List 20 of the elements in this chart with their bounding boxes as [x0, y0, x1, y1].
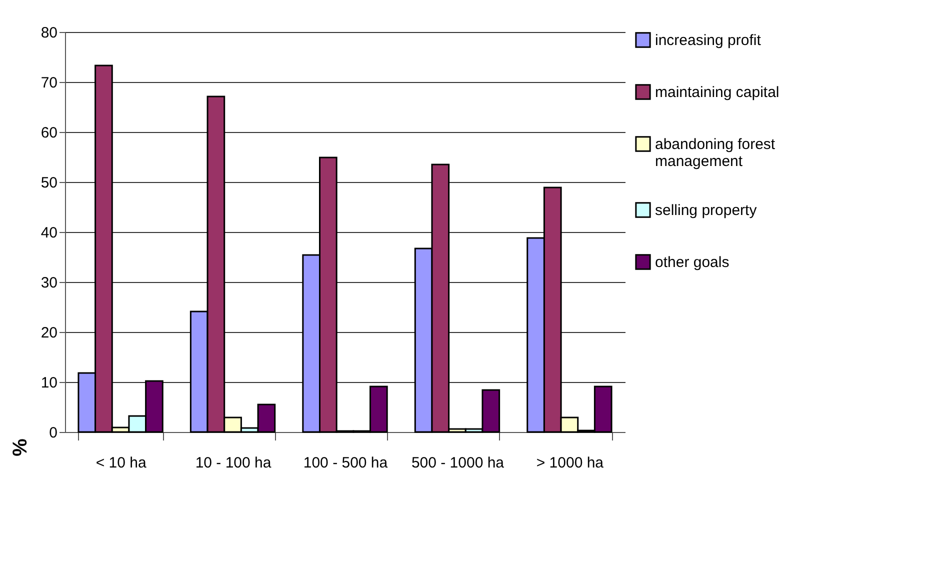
- legend-label: other goals: [655, 254, 730, 271]
- x-tick-label: > 1000 ha: [536, 454, 604, 472]
- y-tick-label: 70: [40, 74, 58, 92]
- y-tick-label: 0: [49, 424, 58, 442]
- y-tick-label: 80: [40, 24, 58, 42]
- y-tick-label: 20: [40, 324, 58, 342]
- legend-label: maintaining capital: [655, 84, 780, 101]
- x-tick-label: 500 - 1000 ha: [411, 454, 505, 472]
- x-tick-label: 100 - 500 ha: [303, 454, 388, 472]
- y-tick-label: 50: [40, 174, 58, 192]
- y-tick-label: 10: [40, 374, 58, 392]
- x-tick-label: 10 - 100 ha: [195, 454, 272, 472]
- legend-label: abandoning forest management: [655, 136, 776, 170]
- legend-label: increasing profit: [655, 32, 762, 49]
- y-tick-label: 60: [40, 124, 58, 142]
- y-tick-label: 40: [40, 224, 58, 242]
- y-tick-label: 30: [40, 274, 58, 292]
- y-axis-title: %: [10, 438, 32, 456]
- x-tick-label: < 10 ha: [96, 454, 147, 472]
- legend-label: selling property: [655, 202, 758, 219]
